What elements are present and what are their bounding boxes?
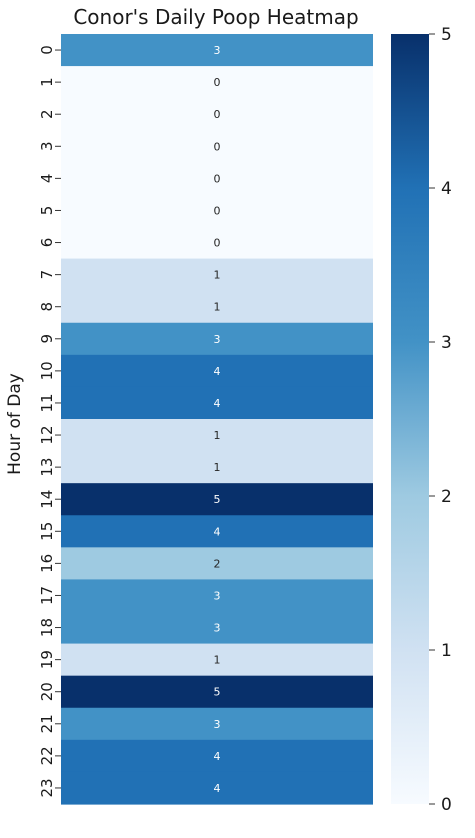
colorbar-tick-label: 0 [441,795,452,815]
heatmap-cell-22 [61,739,373,773]
heatmap-cell-4 [61,162,373,196]
cell-value-label: 1 [214,301,221,314]
heatmap-cell-19 [61,643,373,677]
heatmap-cell-8 [61,290,373,324]
colorbar-ticks: 0 1 2 3 4 5 [429,25,452,815]
heatmap-cell-10 [61,354,373,388]
y-tick-label: 11 [38,393,56,412]
y-tick-label: 12 [38,425,56,444]
cell-value-label: 1 [214,429,221,442]
cell-value-label: 3 [214,718,221,731]
heatmap-cell-2 [61,98,373,131]
y-tick-label: 4 [38,174,56,184]
cell-value-label: 3 [214,589,221,602]
heatmap-cell-20 [61,675,373,709]
heatmap-cell-7 [61,258,373,292]
y-tick-label: 8 [38,302,56,312]
colorbar-tick-label: 3 [441,333,452,353]
colorbar [391,34,429,804]
heatmap-cell-5 [61,194,373,228]
y-tick-label: 22 [38,746,56,765]
cell-value-label: 4 [214,782,221,795]
y-axis-title: Hour of Day [5,373,25,475]
heatmap-cell-12 [61,419,373,452]
y-tick-label: 6 [38,238,56,248]
cell-value-label: 0 [214,237,221,250]
colorbar-tick-label: 1 [441,641,452,661]
heatmap-cell-16 [61,547,373,581]
cell-value-label: 4 [214,397,221,410]
heatmap-cell-13 [61,451,373,484]
cell-value-label: 4 [214,365,221,378]
y-tick-label: 10 [38,361,56,380]
cell-value-label: 1 [214,269,221,282]
cell-value-label: 2 [214,557,221,570]
heatmap-cell-21 [61,707,373,741]
y-tick-label: 20 [38,682,56,701]
heatmap-cell-11 [61,386,373,420]
y-tick-label: 9 [38,334,56,344]
y-tick-label: 17 [38,586,56,605]
cell-value-label: 3 [214,44,221,57]
cell-value-label: 5 [214,686,221,699]
cell-value-label: 4 [214,750,221,763]
heatmap-cell-17 [61,579,373,613]
y-tick-label: 0 [38,45,56,55]
cell-value-label: 1 [214,654,221,667]
y-tick-label: 21 [38,714,56,733]
y-tick-label: 23 [38,778,56,797]
y-tick-label: 19 [38,650,56,669]
cell-value-label: 5 [214,493,221,506]
heatmap-cell-18 [61,611,373,645]
y-tick-label: 7 [38,270,56,280]
heatmap-cells: 3 0 0 0 0 0 0 1 1 3 4 4 1 1 5 4 2 3 3 1 5 3 4 4 [61,34,373,805]
heatmap-cell-23 [61,771,373,805]
heatmap-cell-9 [61,322,373,356]
y-tick-label: 2 [38,109,56,119]
cell-value-label: 0 [214,204,221,217]
chart-title: Conor's Daily Poop Heatmap [73,5,358,29]
heatmap-cell-6 [61,226,373,260]
y-tick-label: 16 [38,554,56,573]
cell-value-label: 3 [214,333,221,346]
y-tick-label: 14 [38,490,56,509]
cell-value-label: 4 [214,525,221,538]
cell-value-label: 0 [214,76,221,89]
y-tick-label: 5 [38,206,56,216]
cell-value-label: 0 [214,140,221,153]
heatmap-cell-3 [61,130,373,163]
cell-value-label: 1 [214,461,221,474]
y-tick-label: 15 [38,522,56,541]
y-tick-label: 18 [38,618,56,637]
y-tick-label: 1 [38,77,56,87]
y-tick-label: 3 [38,142,56,152]
cell-value-label: 0 [214,172,221,185]
heatmap-cell-14 [61,483,373,516]
y-tick-label: 13 [38,458,56,477]
heatmap-cell-15 [61,515,373,548]
colorbar-tick-label: 2 [441,487,452,507]
heatmap-cell-1 [61,66,373,99]
cell-value-label: 3 [214,622,221,635]
cell-value-label: 0 [214,108,221,121]
heatmap-cell-0 [61,34,373,67]
colorbar-tick-label: 4 [441,179,452,199]
colorbar-tick-label: 5 [441,25,452,45]
